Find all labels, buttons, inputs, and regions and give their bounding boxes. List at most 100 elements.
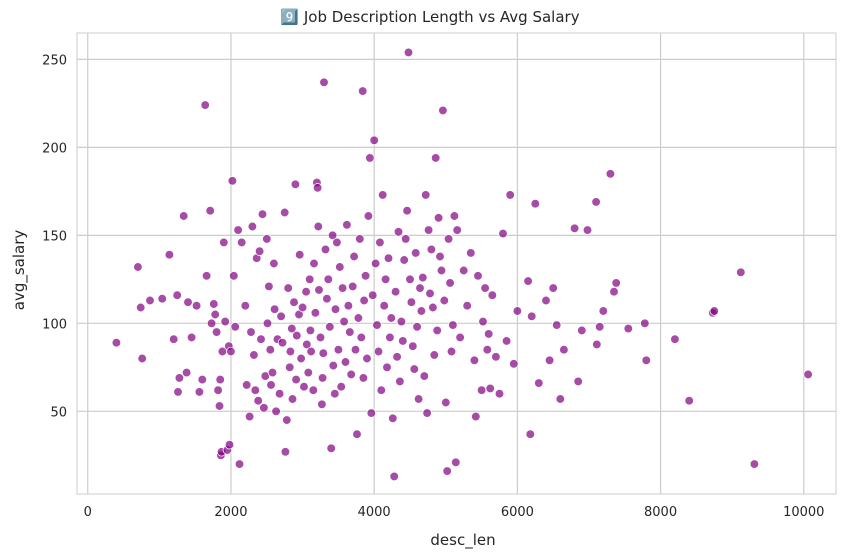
grid-layer (77, 33, 836, 494)
scatter-point (389, 471, 399, 482)
scatter-point (487, 290, 497, 300)
scatter-point (360, 271, 371, 281)
scatter-point (314, 285, 324, 295)
scatter-point (264, 281, 274, 292)
scatter-point (401, 234, 411, 244)
scatter-point (265, 345, 275, 355)
scatter-point (709, 306, 719, 316)
scatter-point (498, 228, 508, 239)
scatter-point (736, 267, 746, 277)
scatter-point (373, 346, 384, 357)
scatter-point (169, 334, 179, 344)
scatter-point (611, 278, 621, 288)
scatter-point (240, 301, 250, 311)
y-axis-label: avg_salary (10, 230, 29, 311)
scatter-point (246, 327, 256, 337)
scatter-point (372, 320, 382, 330)
scatter-point (451, 457, 461, 467)
scatter-point (210, 309, 220, 320)
scatter-point (582, 225, 593, 235)
scatter-point (205, 206, 215, 216)
scatter-point (370, 258, 381, 269)
scatter-point (362, 353, 372, 364)
scatter-point (573, 376, 583, 387)
scatter-point (469, 355, 480, 365)
scatter-point (285, 346, 296, 357)
scatter-point (509, 359, 519, 369)
scatter-point (220, 316, 230, 327)
scatter-point (234, 459, 245, 469)
scatter-point (428, 302, 438, 313)
scatter-point (227, 176, 238, 186)
scatter-point (442, 466, 452, 476)
scatter-point (282, 415, 292, 425)
ticks-layer: 0 2000 4000 6000 8000 10000 50 100 150 200 250 (42, 53, 824, 520)
scatter-point (494, 389, 505, 399)
scatter-point (330, 389, 340, 399)
scatter-point (244, 411, 255, 422)
scatter-point (322, 294, 332, 304)
scatter-point (378, 190, 388, 200)
scatter-point (525, 429, 535, 439)
scatter-point (339, 316, 349, 327)
scatter-point (569, 223, 580, 233)
scatter-point (527, 311, 537, 321)
scatter-point (313, 221, 323, 232)
scatter-point (429, 350, 439, 360)
scatter-point (136, 302, 146, 313)
scatter-point (411, 248, 421, 258)
y-tick-label: 200 (42, 141, 67, 156)
scatter-point (303, 367, 313, 378)
scatter-point (455, 332, 465, 343)
scatter-point (382, 362, 392, 372)
scatter-point (445, 278, 455, 288)
scatter-point (505, 190, 515, 200)
x-tick-label: 2000 (214, 505, 247, 520)
scatter-point (326, 443, 336, 453)
scatter-point (355, 234, 365, 244)
scatter-point (402, 206, 412, 216)
scatter-point (179, 211, 189, 221)
scatter-point (237, 237, 247, 248)
x-tick-label: 10000 (783, 505, 824, 520)
scatter-point (609, 287, 619, 297)
scatter-point (302, 339, 312, 350)
scatter-point (379, 301, 389, 311)
scatter-point (369, 135, 379, 145)
scatter-point (262, 234, 272, 244)
plot-frame (76, 32, 837, 495)
scatter-point (523, 276, 533, 286)
scatter-point (230, 322, 240, 332)
scatter-point (249, 350, 259, 360)
scatter-point (541, 295, 551, 306)
scatter-point (332, 237, 342, 248)
scatter-point (448, 320, 458, 330)
scatter-point (312, 183, 323, 193)
scatter-point (336, 382, 346, 392)
scatter-point (435, 251, 445, 262)
scatter-point (446, 346, 457, 357)
scatter-point (436, 265, 447, 276)
scatter-point (233, 225, 243, 235)
scatter-point (375, 237, 385, 248)
scatter-point (343, 301, 354, 311)
scatter-point (209, 299, 219, 309)
scatter-point (485, 383, 495, 394)
scatter-point (544, 355, 555, 365)
scatter-point (356, 332, 366, 343)
scatter-point (418, 272, 428, 283)
scatter-point (318, 348, 328, 358)
scatter-point (191, 301, 202, 311)
scatter-point (438, 105, 448, 116)
scatter-point (317, 373, 328, 383)
scatter-point (174, 373, 185, 383)
scatter-point (405, 274, 415, 284)
scatter-point (366, 408, 376, 418)
scatter-point (392, 352, 402, 362)
scatter-point (501, 336, 512, 346)
scatter-point (393, 227, 404, 237)
scatter-point (201, 271, 212, 281)
y-tick-label: 250 (42, 53, 67, 68)
